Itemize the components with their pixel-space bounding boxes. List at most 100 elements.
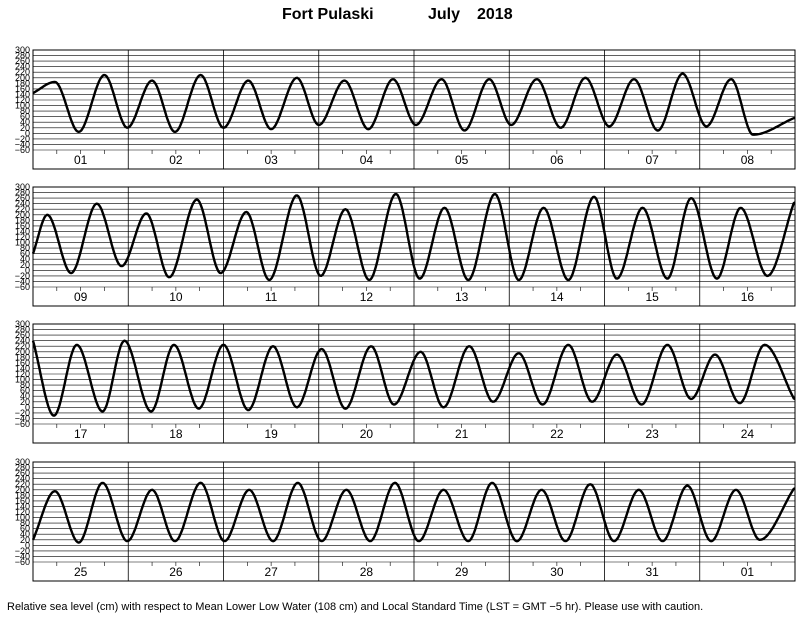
y-tick-label: 260 xyxy=(15,56,30,66)
y-tick-label: 60 xyxy=(20,524,30,534)
y-tick-label: 260 xyxy=(15,193,30,203)
day-label: 19 xyxy=(264,427,278,441)
y-tick-label: −40 xyxy=(15,139,30,149)
y-tick-label: 220 xyxy=(15,341,30,351)
y-tick-label: 200 xyxy=(15,210,30,220)
y-tick-label: 300 xyxy=(15,457,30,467)
y-tick-label: 120 xyxy=(15,232,30,242)
station-name: Fort Pulaski xyxy=(282,6,374,23)
title-month: July xyxy=(428,6,461,23)
y-tick-label: 140 xyxy=(15,363,30,373)
y-tick-label: −20 xyxy=(15,408,30,418)
title-year: 2018 xyxy=(477,6,513,23)
y-tick-label: 20 xyxy=(20,123,30,133)
day-label: 20 xyxy=(360,427,374,441)
day-label: 07 xyxy=(645,153,659,167)
y-tick-label: 60 xyxy=(20,112,30,122)
panel-frame xyxy=(32,49,796,170)
y-tick-label: 20 xyxy=(20,260,30,270)
y-tick-label: 100 xyxy=(15,375,30,385)
day-label: 24 xyxy=(741,427,755,441)
panel-frame xyxy=(32,461,796,582)
day-label: 08 xyxy=(741,153,755,167)
day-label: 26 xyxy=(169,565,183,579)
y-tick-label: 180 xyxy=(15,490,30,500)
y-tick-label: −40 xyxy=(15,276,30,286)
y-tick-label: 0 xyxy=(25,402,30,412)
y-tick-label: 300 xyxy=(15,45,30,55)
day-label: 01 xyxy=(74,153,88,167)
y-tick-label: 140 xyxy=(15,226,30,236)
y-tick-label: 240 xyxy=(15,336,30,346)
y-tick-label: 0 xyxy=(25,265,30,275)
y-tick-label: −40 xyxy=(15,413,30,423)
y-tick-label: 260 xyxy=(15,330,30,340)
y-tick-label: 20 xyxy=(20,397,30,407)
y-tick-label: −60 xyxy=(15,282,30,292)
y-tick-label: 300 xyxy=(15,319,30,329)
day-label: 13 xyxy=(455,290,469,304)
y-tick-label: 100 xyxy=(15,513,30,523)
day-label: 02 xyxy=(169,153,183,167)
water-level-line xyxy=(31,339,796,417)
y-tick-label: −20 xyxy=(15,271,30,281)
y-tick-label: 200 xyxy=(15,73,30,83)
y-tick-label: 40 xyxy=(20,391,30,401)
day-label: 01 xyxy=(741,565,755,579)
y-tick-label: 280 xyxy=(15,188,30,198)
panel-frame xyxy=(32,186,796,307)
y-tick-label: 180 xyxy=(15,352,30,362)
day-label: 03 xyxy=(264,153,278,167)
y-tick-label: 20 xyxy=(20,535,30,545)
y-tick-label: 140 xyxy=(15,501,30,511)
y-tick-label: 260 xyxy=(15,468,30,478)
y-tick-label: 180 xyxy=(15,215,30,225)
y-tick-label: 160 xyxy=(15,496,30,506)
y-tick-label: 240 xyxy=(15,199,30,209)
y-tick-label: 280 xyxy=(15,51,30,61)
water-level-line xyxy=(32,72,796,136)
y-tick-label: 280 xyxy=(15,325,30,335)
y-tick-label: 80 xyxy=(20,518,30,528)
day-label: 06 xyxy=(550,153,564,167)
y-tick-label: −20 xyxy=(15,134,30,144)
water-level-line xyxy=(31,192,796,282)
y-tick-label: 200 xyxy=(15,485,30,495)
day-label: 31 xyxy=(645,565,659,579)
y-tick-label: 120 xyxy=(15,95,30,105)
day-label: 09 xyxy=(74,290,88,304)
day-label: 25 xyxy=(74,565,88,579)
y-tick-label: 120 xyxy=(15,507,30,517)
y-tick-label: 220 xyxy=(15,204,30,214)
day-label: 11 xyxy=(265,290,278,304)
day-label: 05 xyxy=(455,153,469,167)
day-label: 27 xyxy=(264,565,278,579)
y-tick-label: 0 xyxy=(25,128,30,138)
water-level-line xyxy=(31,481,796,544)
y-tick-label: 40 xyxy=(20,254,30,264)
day-label: 22 xyxy=(550,427,564,441)
y-tick-label: 220 xyxy=(15,67,30,77)
y-tick-label: 280 xyxy=(15,463,30,473)
y-tick-label: 40 xyxy=(20,529,30,539)
y-tick-label: 60 xyxy=(20,249,30,259)
y-tick-label: 40 xyxy=(20,117,30,127)
y-tick-label: 240 xyxy=(15,62,30,72)
y-tick-label: 80 xyxy=(20,106,30,116)
y-tick-label: 180 xyxy=(15,78,30,88)
y-tick-label: 80 xyxy=(20,380,30,390)
y-tick-label: 0 xyxy=(25,540,30,550)
y-tick-label: 200 xyxy=(15,347,30,357)
day-label: 14 xyxy=(550,290,564,304)
day-label: 04 xyxy=(360,153,374,167)
day-label: 17 xyxy=(74,427,88,441)
y-tick-label: −40 xyxy=(15,551,30,561)
y-tick-label: 160 xyxy=(15,84,30,94)
y-tick-label: 160 xyxy=(15,221,30,231)
day-label: 18 xyxy=(169,427,183,441)
y-tick-label: 100 xyxy=(15,238,30,248)
panel-frame xyxy=(32,323,796,444)
y-tick-label: −20 xyxy=(15,546,30,556)
y-tick-label: −60 xyxy=(15,557,30,567)
